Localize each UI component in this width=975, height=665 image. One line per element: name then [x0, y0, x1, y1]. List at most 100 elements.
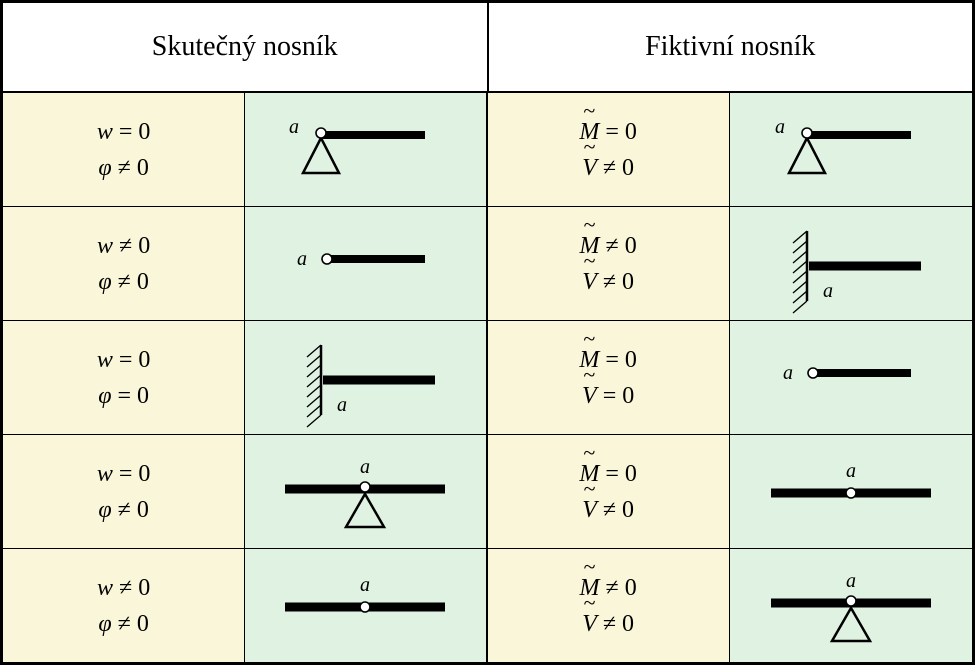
relation: ≠ [606, 570, 619, 606]
comparison-table: Skutečný nosník Fiktivní nosník w = 0φ ≠… [0, 0, 975, 665]
relation: ≠ [119, 570, 132, 606]
relation: = [605, 342, 619, 378]
zero: 0 [622, 378, 634, 414]
condition-line: w ≠ 0 [97, 570, 150, 606]
svg-text:a: a [297, 248, 307, 270]
table-row: w = 0φ ≠ 0a~M = 0~V ≠ 0a [3, 435, 972, 549]
zero: 0 [622, 606, 634, 642]
zero: 0 [138, 456, 150, 492]
condition-line: φ ≠ 0 [98, 492, 148, 528]
zero: 0 [138, 342, 150, 378]
zero: 0 [622, 264, 634, 300]
fictitious-conditions: ~M ≠ 0~V ≠ 0 [488, 549, 730, 662]
condition-line: w = 0 [97, 114, 151, 150]
relation: = [605, 456, 619, 492]
zero: 0 [138, 228, 150, 264]
real-conditions: w = 0φ ≠ 0 [3, 435, 245, 548]
real-diagram: a [245, 207, 487, 320]
header-real: Skutečný nosník [3, 3, 489, 93]
zero: 0 [137, 378, 149, 414]
header-fictitious-label: Fiktivní nosník [645, 31, 815, 63]
zero: 0 [625, 342, 637, 378]
zero: 0 [137, 606, 149, 642]
relation: = [603, 378, 617, 414]
real-conditions: w ≠ 0φ ≠ 0 [3, 207, 245, 320]
condition-line: φ = 0 [98, 378, 149, 414]
real-diagram: a [245, 321, 487, 434]
real-diagram: a [245, 93, 487, 206]
table-row: w = 0φ = 0a~M = 0~V = 0a [3, 321, 972, 435]
condition-line: φ ≠ 0 [98, 606, 148, 642]
zero: 0 [138, 114, 150, 150]
zero: 0 [138, 570, 150, 606]
condition-line: w = 0 [97, 456, 151, 492]
relation: ≠ [118, 150, 131, 186]
table-row: w ≠ 0φ ≠ 0a~M ≠ 0~V ≠ 0a [3, 207, 972, 321]
condition-line: φ ≠ 0 [98, 150, 148, 186]
fictitious-diagram: a [730, 321, 972, 434]
condition-line: ~V ≠ 0 [582, 150, 634, 186]
condition-line: ~V ≠ 0 [582, 492, 634, 528]
header-row: Skutečný nosník Fiktivní nosník [3, 3, 972, 93]
symbol: ~V [582, 150, 597, 186]
symbol: w [97, 114, 113, 150]
condition-line: ~V ≠ 0 [582, 606, 634, 642]
fictitious-conditions: ~M ≠ 0~V ≠ 0 [488, 207, 730, 320]
table-row: w ≠ 0φ ≠ 0a~M ≠ 0~V ≠ 0a [3, 549, 972, 662]
relation: ≠ [603, 264, 616, 300]
zero: 0 [137, 492, 149, 528]
real-conditions: w = 0φ ≠ 0 [3, 93, 245, 206]
real-conditions: w ≠ 0φ ≠ 0 [3, 549, 245, 662]
svg-text:a: a [337, 394, 347, 416]
relation: = [119, 456, 133, 492]
symbol: φ [98, 264, 111, 300]
symbol: φ [98, 150, 111, 186]
table-row: w = 0φ ≠ 0a~M = 0~V ≠ 0a [3, 93, 972, 207]
condition-line: φ ≠ 0 [98, 264, 148, 300]
fictitious-diagram: a [730, 93, 972, 206]
relation: = [119, 342, 133, 378]
svg-text:a: a [360, 456, 370, 478]
fictitious-conditions: ~M = 0~V ≠ 0 [488, 93, 730, 206]
zero: 0 [622, 150, 634, 186]
symbol: φ [98, 606, 111, 642]
fictitious-diagram: a [730, 435, 972, 548]
relation: ≠ [118, 606, 131, 642]
real-conditions: w = 0φ = 0 [3, 321, 245, 434]
svg-text:a: a [775, 116, 785, 138]
symbol: ~V [582, 378, 597, 414]
zero: 0 [625, 114, 637, 150]
zero: 0 [137, 150, 149, 186]
svg-text:a: a [289, 116, 299, 138]
symbol: φ [98, 492, 111, 528]
symbol: w [97, 570, 113, 606]
svg-text:a: a [846, 570, 856, 592]
symbol: w [97, 456, 113, 492]
svg-text:a: a [360, 574, 370, 596]
real-diagram: a [245, 549, 487, 662]
symbol: ~V [582, 492, 597, 528]
zero: 0 [625, 570, 637, 606]
relation: = [119, 114, 133, 150]
zero: 0 [625, 456, 637, 492]
relation: ≠ [119, 228, 132, 264]
relation: ≠ [603, 150, 616, 186]
symbol: ~V [582, 264, 597, 300]
symbol: φ [98, 378, 111, 414]
fictitious-diagram: a [730, 207, 972, 320]
fictitious-conditions: ~M = 0~V ≠ 0 [488, 435, 730, 548]
relation: ≠ [118, 492, 131, 528]
rows-container: w = 0φ ≠ 0a~M = 0~V ≠ 0aw ≠ 0φ ≠ 0a~M ≠ … [3, 93, 972, 662]
svg-text:a: a [823, 280, 833, 302]
relation: ≠ [118, 264, 131, 300]
relation: ≠ [603, 606, 616, 642]
real-diagram: a [245, 435, 487, 548]
condition-line: w = 0 [97, 342, 151, 378]
header-fictitious: Fiktivní nosník [489, 3, 973, 93]
symbol: ~V [582, 606, 597, 642]
relation: = [117, 378, 131, 414]
condition-line: ~V ≠ 0 [582, 264, 634, 300]
zero: 0 [625, 228, 637, 264]
relation: ≠ [606, 228, 619, 264]
symbol: w [97, 342, 113, 378]
